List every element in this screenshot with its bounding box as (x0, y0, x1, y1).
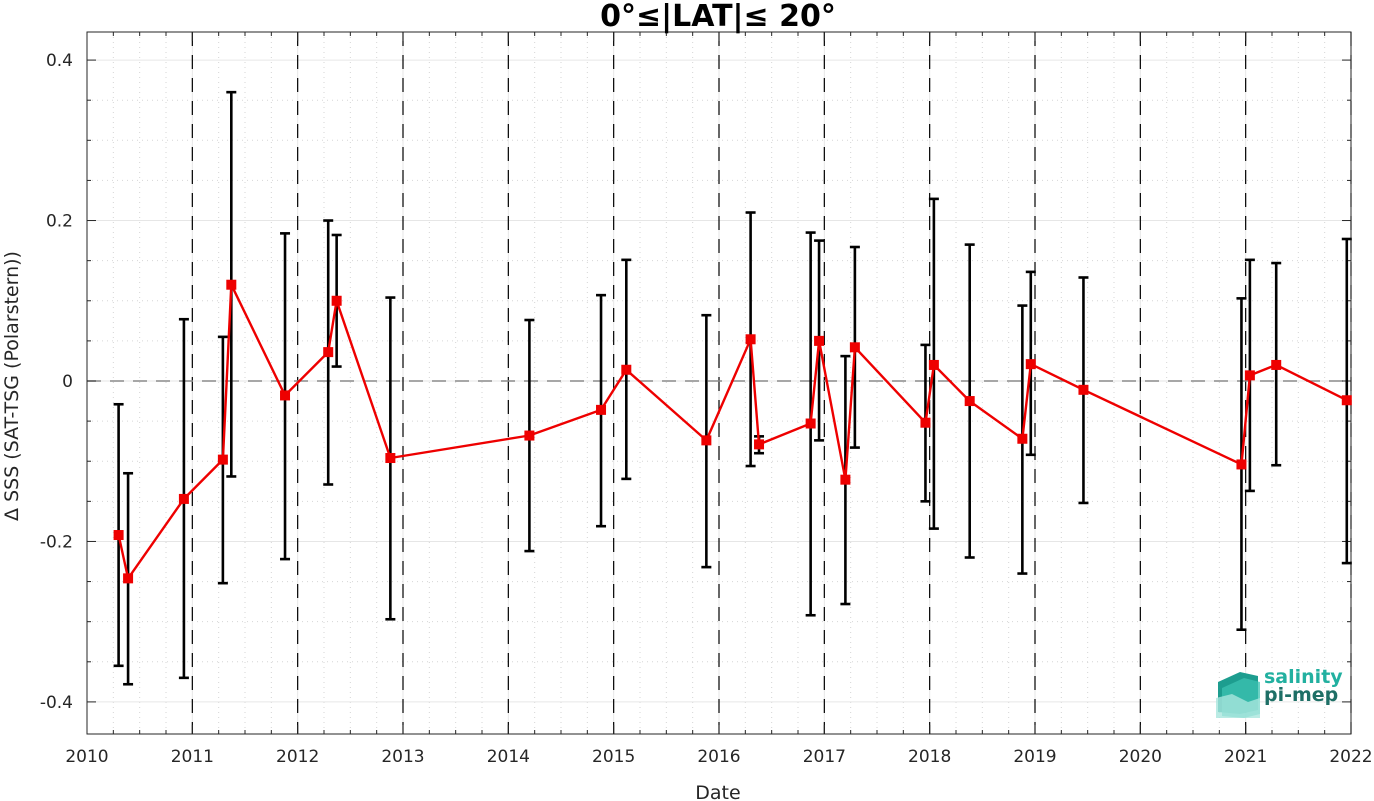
axis-ticks (86, 32, 1352, 734)
x-tick-label: 2011 (171, 747, 214, 767)
data-point-marker (1271, 359, 1282, 370)
data-point-marker (964, 396, 975, 407)
y-tick-label: 0.4 (46, 51, 73, 71)
x-tick-label: 2022 (1329, 747, 1372, 767)
y-tick-label: 0.2 (46, 212, 73, 232)
x-tick-label: 2014 (487, 747, 530, 767)
x-axis-label: Date (695, 782, 740, 801)
data-point-marker (814, 335, 825, 346)
data-point-marker (805, 418, 816, 429)
data-point-marker (217, 454, 228, 465)
data-point-marker (323, 347, 334, 358)
x-tick-labels: 2010 2011 2012 2013 2014 2015 2016 2017 2018 2019… (65, 747, 1372, 767)
salinity-pi-mep-logo: salinity pi-mep (1214, 668, 1344, 720)
data-point-marker (1078, 384, 1089, 395)
error-bars (113, 90, 1352, 686)
data-point-marker (701, 435, 712, 446)
series-line (117, 283, 1348, 580)
x-tick-label: 2010 (65, 747, 108, 767)
x-tick-label: 2012 (276, 747, 319, 767)
x-tick-label: 2020 (1119, 747, 1162, 767)
data-point-marker (621, 364, 632, 375)
chart-title: 0°≤|LAT|≤ 20° (600, 0, 836, 34)
y-tick-label: 0 (62, 372, 73, 392)
x-tick-label: 2018 (908, 747, 951, 767)
data-point-marker (385, 453, 396, 464)
data-point-marker (524, 430, 535, 441)
y-tick-label: -0.4 (40, 693, 73, 713)
x-tick-label: 2015 (592, 747, 635, 767)
y-tick-labels: -0.4 -0.2 0 0.2 0.4 (40, 51, 73, 713)
logo-wave-icon (1216, 672, 1260, 718)
data-point-marker (745, 334, 756, 345)
data-point-marker (1244, 370, 1255, 381)
x-tick-label: 2013 (381, 747, 424, 767)
data-point-marker (226, 279, 237, 290)
data-point-marker (280, 390, 291, 401)
logo-line1: salinity (1264, 666, 1343, 688)
data-point-marker (596, 404, 607, 415)
series-polyline (117, 283, 1348, 580)
data-point-marker (754, 439, 765, 450)
logo-line2: pi-mep (1264, 684, 1339, 706)
data-point-marker (1341, 395, 1352, 406)
data-point-marker (1236, 459, 1247, 470)
y-axis-label: Δ SSS (SAT-TSG (Polarstern)) (1, 251, 23, 521)
data-point-marker (840, 474, 851, 485)
x-tick-label: 2017 (803, 747, 846, 767)
data-point-marker (1017, 433, 1028, 444)
data-markers (113, 279, 1352, 584)
data-point-marker (928, 359, 939, 370)
data-point-marker (113, 530, 124, 541)
data-point-marker (331, 295, 342, 306)
x-tick-label: 2016 (697, 747, 740, 767)
x-tick-label: 2019 (1013, 747, 1056, 767)
data-point-marker (849, 342, 860, 353)
y-tick-label: -0.2 (40, 532, 73, 552)
data-point-marker (178, 493, 189, 504)
x-tick-label: 2021 (1224, 747, 1267, 767)
data-point-marker (123, 573, 134, 584)
data-point-marker (1025, 359, 1036, 370)
data-point-marker (920, 417, 931, 428)
